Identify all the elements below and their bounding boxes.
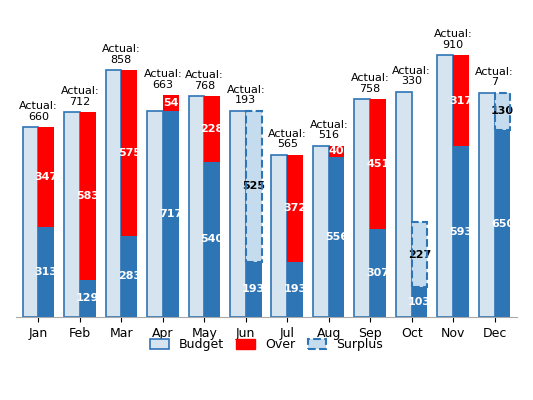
Bar (147, 111, 163, 317)
Text: 593: 593 (449, 227, 473, 237)
Text: Actual:
660: Actual: 660 (19, 101, 58, 122)
Bar (287, 262, 303, 317)
Text: 193: 193 (242, 284, 265, 294)
Text: Actual:
330: Actual: 330 (392, 66, 431, 86)
Text: Actual:
7: Actual: 7 (475, 67, 514, 88)
Bar (163, 95, 179, 111)
Text: 347: 347 (35, 172, 58, 182)
Text: Actual:
758: Actual: 758 (351, 73, 390, 94)
Text: 525: 525 (242, 181, 265, 191)
Text: Actual:
565: Actual: 565 (268, 128, 306, 149)
Text: 556: 556 (325, 232, 348, 242)
Bar (313, 146, 329, 317)
Bar (122, 236, 137, 317)
Bar (80, 112, 95, 280)
Text: 283: 283 (118, 271, 141, 281)
Bar (22, 127, 38, 317)
Text: Actual:
858: Actual: 858 (102, 44, 141, 65)
Bar (246, 262, 262, 317)
Text: 317: 317 (449, 96, 473, 106)
Legend: Budget, Over, Surplus: Budget, Over, Surplus (145, 333, 388, 356)
Text: 372: 372 (284, 203, 306, 213)
Bar (411, 288, 427, 317)
Text: 540: 540 (200, 234, 224, 244)
Bar (230, 110, 246, 317)
Bar (329, 146, 344, 157)
Bar (495, 130, 511, 317)
Text: 575: 575 (118, 148, 141, 158)
Bar (370, 99, 386, 229)
Bar (106, 70, 122, 317)
Bar (80, 280, 95, 317)
Text: 130: 130 (491, 106, 514, 116)
Text: 103: 103 (408, 297, 431, 307)
Bar (411, 222, 427, 288)
Bar (64, 112, 80, 317)
Text: Actual:
712: Actual: 712 (61, 86, 99, 107)
Bar (122, 70, 137, 236)
Text: Actual:
516: Actual: 516 (310, 120, 348, 140)
Bar (163, 111, 179, 317)
Text: 193: 193 (284, 284, 307, 294)
Bar (271, 154, 287, 317)
Text: Actual:
910: Actual: 910 (434, 29, 472, 50)
Bar (329, 157, 344, 317)
Text: 451: 451 (367, 159, 390, 169)
Bar (246, 110, 262, 262)
Text: Actual:
663: Actual: 663 (143, 69, 182, 90)
Text: 313: 313 (35, 267, 58, 277)
Bar (287, 154, 303, 262)
Text: 40: 40 (329, 146, 344, 156)
Bar (370, 229, 386, 317)
Bar (495, 93, 511, 130)
Text: 583: 583 (76, 191, 99, 201)
Text: 650: 650 (491, 218, 514, 228)
Bar (246, 110, 262, 262)
Text: 54: 54 (163, 98, 179, 108)
Text: Actual:
768: Actual: 768 (185, 70, 223, 91)
Bar (189, 96, 204, 317)
Text: Actual:
193: Actual: 193 (227, 84, 265, 105)
Text: 228: 228 (200, 124, 224, 134)
Text: 129: 129 (76, 294, 99, 304)
Bar (354, 99, 370, 317)
Text: 717: 717 (159, 209, 182, 219)
Text: 307: 307 (367, 268, 390, 278)
Bar (204, 162, 220, 317)
Bar (453, 146, 469, 317)
Text: 227: 227 (408, 250, 431, 260)
Bar (204, 96, 220, 162)
Bar (38, 127, 54, 227)
Bar (411, 222, 427, 288)
Bar (453, 55, 469, 146)
Bar (396, 92, 411, 317)
Bar (38, 227, 54, 317)
Bar (438, 55, 453, 317)
Bar (495, 93, 511, 130)
Bar (479, 93, 495, 317)
